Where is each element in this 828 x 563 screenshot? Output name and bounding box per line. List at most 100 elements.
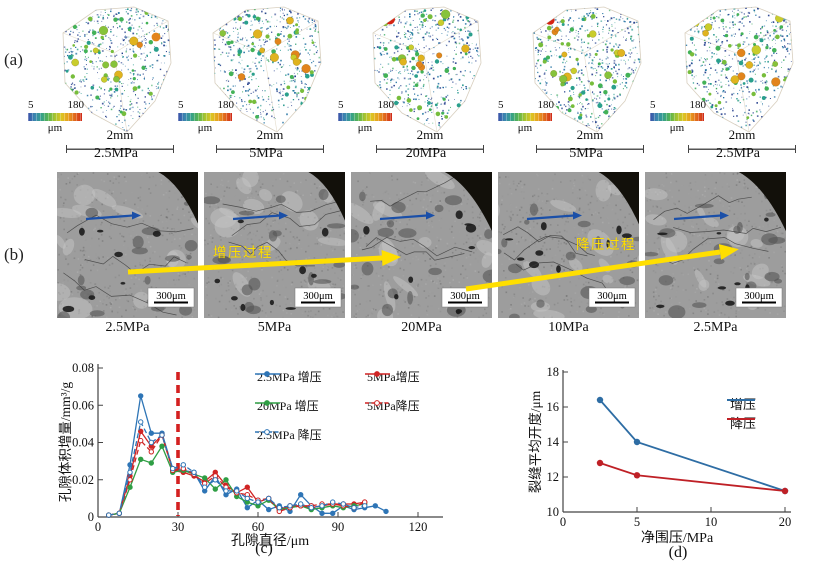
ct-slice-image: 300μm	[201, 168, 352, 319]
colorbar-min: 5	[178, 99, 184, 111]
d-yaxis-title: 裂缝平均开度/μm	[528, 390, 543, 493]
colorbar-gradient	[338, 113, 392, 121]
colorbar-min: 5	[650, 99, 656, 111]
panel-a-label: (a)	[4, 50, 23, 69]
pressure-label: 5MPa	[257, 320, 292, 335]
c-legend-item: 20MPa 增压	[254, 397, 319, 414]
slice-scale-label: 300μm	[156, 291, 186, 302]
c-xtick-label: 30	[172, 520, 185, 534]
fracture-pointer-arrow	[673, 211, 729, 221]
d-legend-item: 降压	[726, 413, 756, 432]
c-legend-item: 2.5MPa 降压	[254, 426, 322, 443]
scale-bar: 2mm	[216, 126, 324, 153]
ct-slice-view: 300μm	[643, 172, 787, 319]
c-ytick-label: 0.02	[72, 473, 94, 487]
fracture-aperture-plot: 10 12 14 16 18 0 5 10 20 净围压/MPa 裂缝平均开度/μm	[528, 365, 792, 546]
slice-scale-label: 300μm	[744, 291, 774, 302]
pore-3d-view: 5 180 μm 2mm 2.5MPa	[650, 0, 800, 168]
panel-c-legend: 2.5MPa 增压 5MPa增压 20MPa 增压 5MPa降压 2.5MPa 降压	[254, 368, 468, 460]
colorbar: 5 180 μm	[178, 100, 234, 134]
fracture-pointer-arrow	[85, 211, 141, 221]
colorbar-gradient	[650, 113, 704, 121]
panel-c-label: (c)	[255, 540, 273, 557]
c-legend-swatch	[255, 400, 280, 406]
c-yaxis-title: 孔隙体积增量/mm³/g	[58, 382, 73, 503]
ct-slice-image: 300μm	[643, 172, 787, 319]
c-ytick-label: 0.04	[72, 436, 95, 450]
c-legend-item: 5MPa增压	[364, 368, 420, 385]
colorbar: 5 180 μm	[650, 100, 706, 134]
colorbar-unit: μm	[47, 122, 63, 134]
colorbar-max: 180	[537, 99, 555, 111]
ct-slice-view: 300μm	[201, 168, 352, 319]
scale-bar: 2mm	[66, 126, 174, 153]
pore-size-distribution-plot: 0 0.02 0.04 0.06 0.08 0 30 60 90 120 孔隙直径/μm 孔隙体积增量…	[58, 361, 443, 549]
d-xtick-label: 20	[779, 515, 792, 529]
scale-bar-line	[376, 145, 484, 153]
pressure-label: 5MPa	[249, 146, 283, 161]
colorbar-gradient	[178, 113, 232, 121]
d-ytick-label: 16	[547, 400, 560, 414]
pressure-label: 2.5MPa	[105, 320, 150, 335]
panel-c-chart: 0 0.02 0.04 0.06 0.08 0 30 60 90 120 孔隙直径/μm 孔隙体积增量…	[58, 352, 470, 563]
slice-scale-bar: 300μm	[294, 287, 342, 308]
colorbar-min: 5	[498, 99, 504, 111]
scale-bar-line	[688, 145, 796, 153]
scale-bar-line	[66, 145, 174, 153]
scale-bar-line	[216, 145, 324, 153]
c-ytick-label: 0.08	[72, 361, 94, 375]
ct-slice-view: 300μm	[29, 172, 206, 325]
c-xtick-label: 90	[332, 520, 345, 534]
d-legend-swatch	[727, 418, 755, 420]
pore-3d-scatter-image	[212, 6, 322, 133]
d-ytick-label: 12	[547, 470, 560, 484]
d-ytick-label: 10	[547, 505, 560, 519]
ct-slice-image: 300μm	[479, 172, 664, 321]
c-xtick-label: 120	[409, 520, 428, 534]
pore-3d-view: 5 180 μm 2mm 5MPa	[498, 0, 648, 168]
panel-a: (a) 5 180 μm 2mm 2.5MPa 5 180 μm 2mm 5MPa 5 180 μm 2m…	[0, 0, 828, 168]
pressure-label: 2.5MPa	[716, 146, 760, 161]
slice-scale-bar: 300μm	[441, 287, 489, 308]
c-xtick-label: 60	[252, 520, 265, 534]
c-legend-label: 2.5MPa 降压	[257, 428, 322, 442]
slice-scale-label: 300μm	[597, 291, 627, 302]
fracture-pointer-arrow	[379, 211, 435, 221]
c-legend-swatch	[255, 371, 280, 377]
panel-b: (b) 300μm 2.5MPa 300μm 5MPa 300μm 20MPa 300μm 1…	[0, 168, 828, 345]
slice-scale-bar: 300μm	[147, 287, 195, 308]
fracture-pointer-arrow	[232, 211, 288, 221]
scale-bar-label: 2mm	[416, 127, 444, 142]
d-xaxis-title: 净围压/MPa	[641, 530, 714, 546]
ct-slice-view: 300μm	[344, 169, 521, 325]
colorbar-max: 180	[217, 99, 235, 111]
d-legend-swatch	[727, 399, 755, 401]
slice-scale-bar: 300μm	[588, 287, 636, 308]
d-series-line-1	[599, 462, 786, 492]
ct-slice-view: 300μm	[479, 172, 664, 321]
c-legend-swatch	[365, 371, 390, 377]
pressure-label: 10MPa	[548, 320, 589, 335]
scale-bar-label: 2mm	[106, 127, 134, 142]
pressure-label: 20MPa	[405, 146, 447, 161]
panel-b-label: (b)	[4, 245, 24, 264]
d-ytick-label: 14	[547, 435, 560, 449]
scale-bar: 2mm	[536, 126, 644, 153]
pore-3d-view: 5 180 μm 2mm 20MPa	[338, 0, 488, 168]
colorbar-max: 180	[689, 99, 707, 111]
panel-d-chart: 10 12 14 16 18 0 5 10 20 净围压/MPa 裂缝平均开度/μm 增压 降压 (d…	[528, 358, 828, 563]
slice-scale-label: 300μm	[303, 291, 333, 302]
colorbar-unit: μm	[357, 122, 373, 134]
c-xaxis-title: 孔隙直径/μm	[231, 532, 309, 549]
scale-bar-label: 2mm	[576, 127, 604, 142]
c-legend-swatch	[255, 429, 280, 435]
pore-3d-scatter-image	[62, 6, 172, 133]
d-series-line-0	[599, 399, 786, 492]
pressure-label: 2.5MPa	[693, 320, 738, 335]
pore-3d-view: 5 180 μm 2mm 5MPa	[178, 0, 328, 168]
c-ytick-label: 0	[88, 510, 94, 524]
pore-3d-scatter-image	[684, 6, 794, 133]
colorbar-gradient	[498, 113, 552, 121]
colorbar-min: 5	[338, 99, 344, 111]
